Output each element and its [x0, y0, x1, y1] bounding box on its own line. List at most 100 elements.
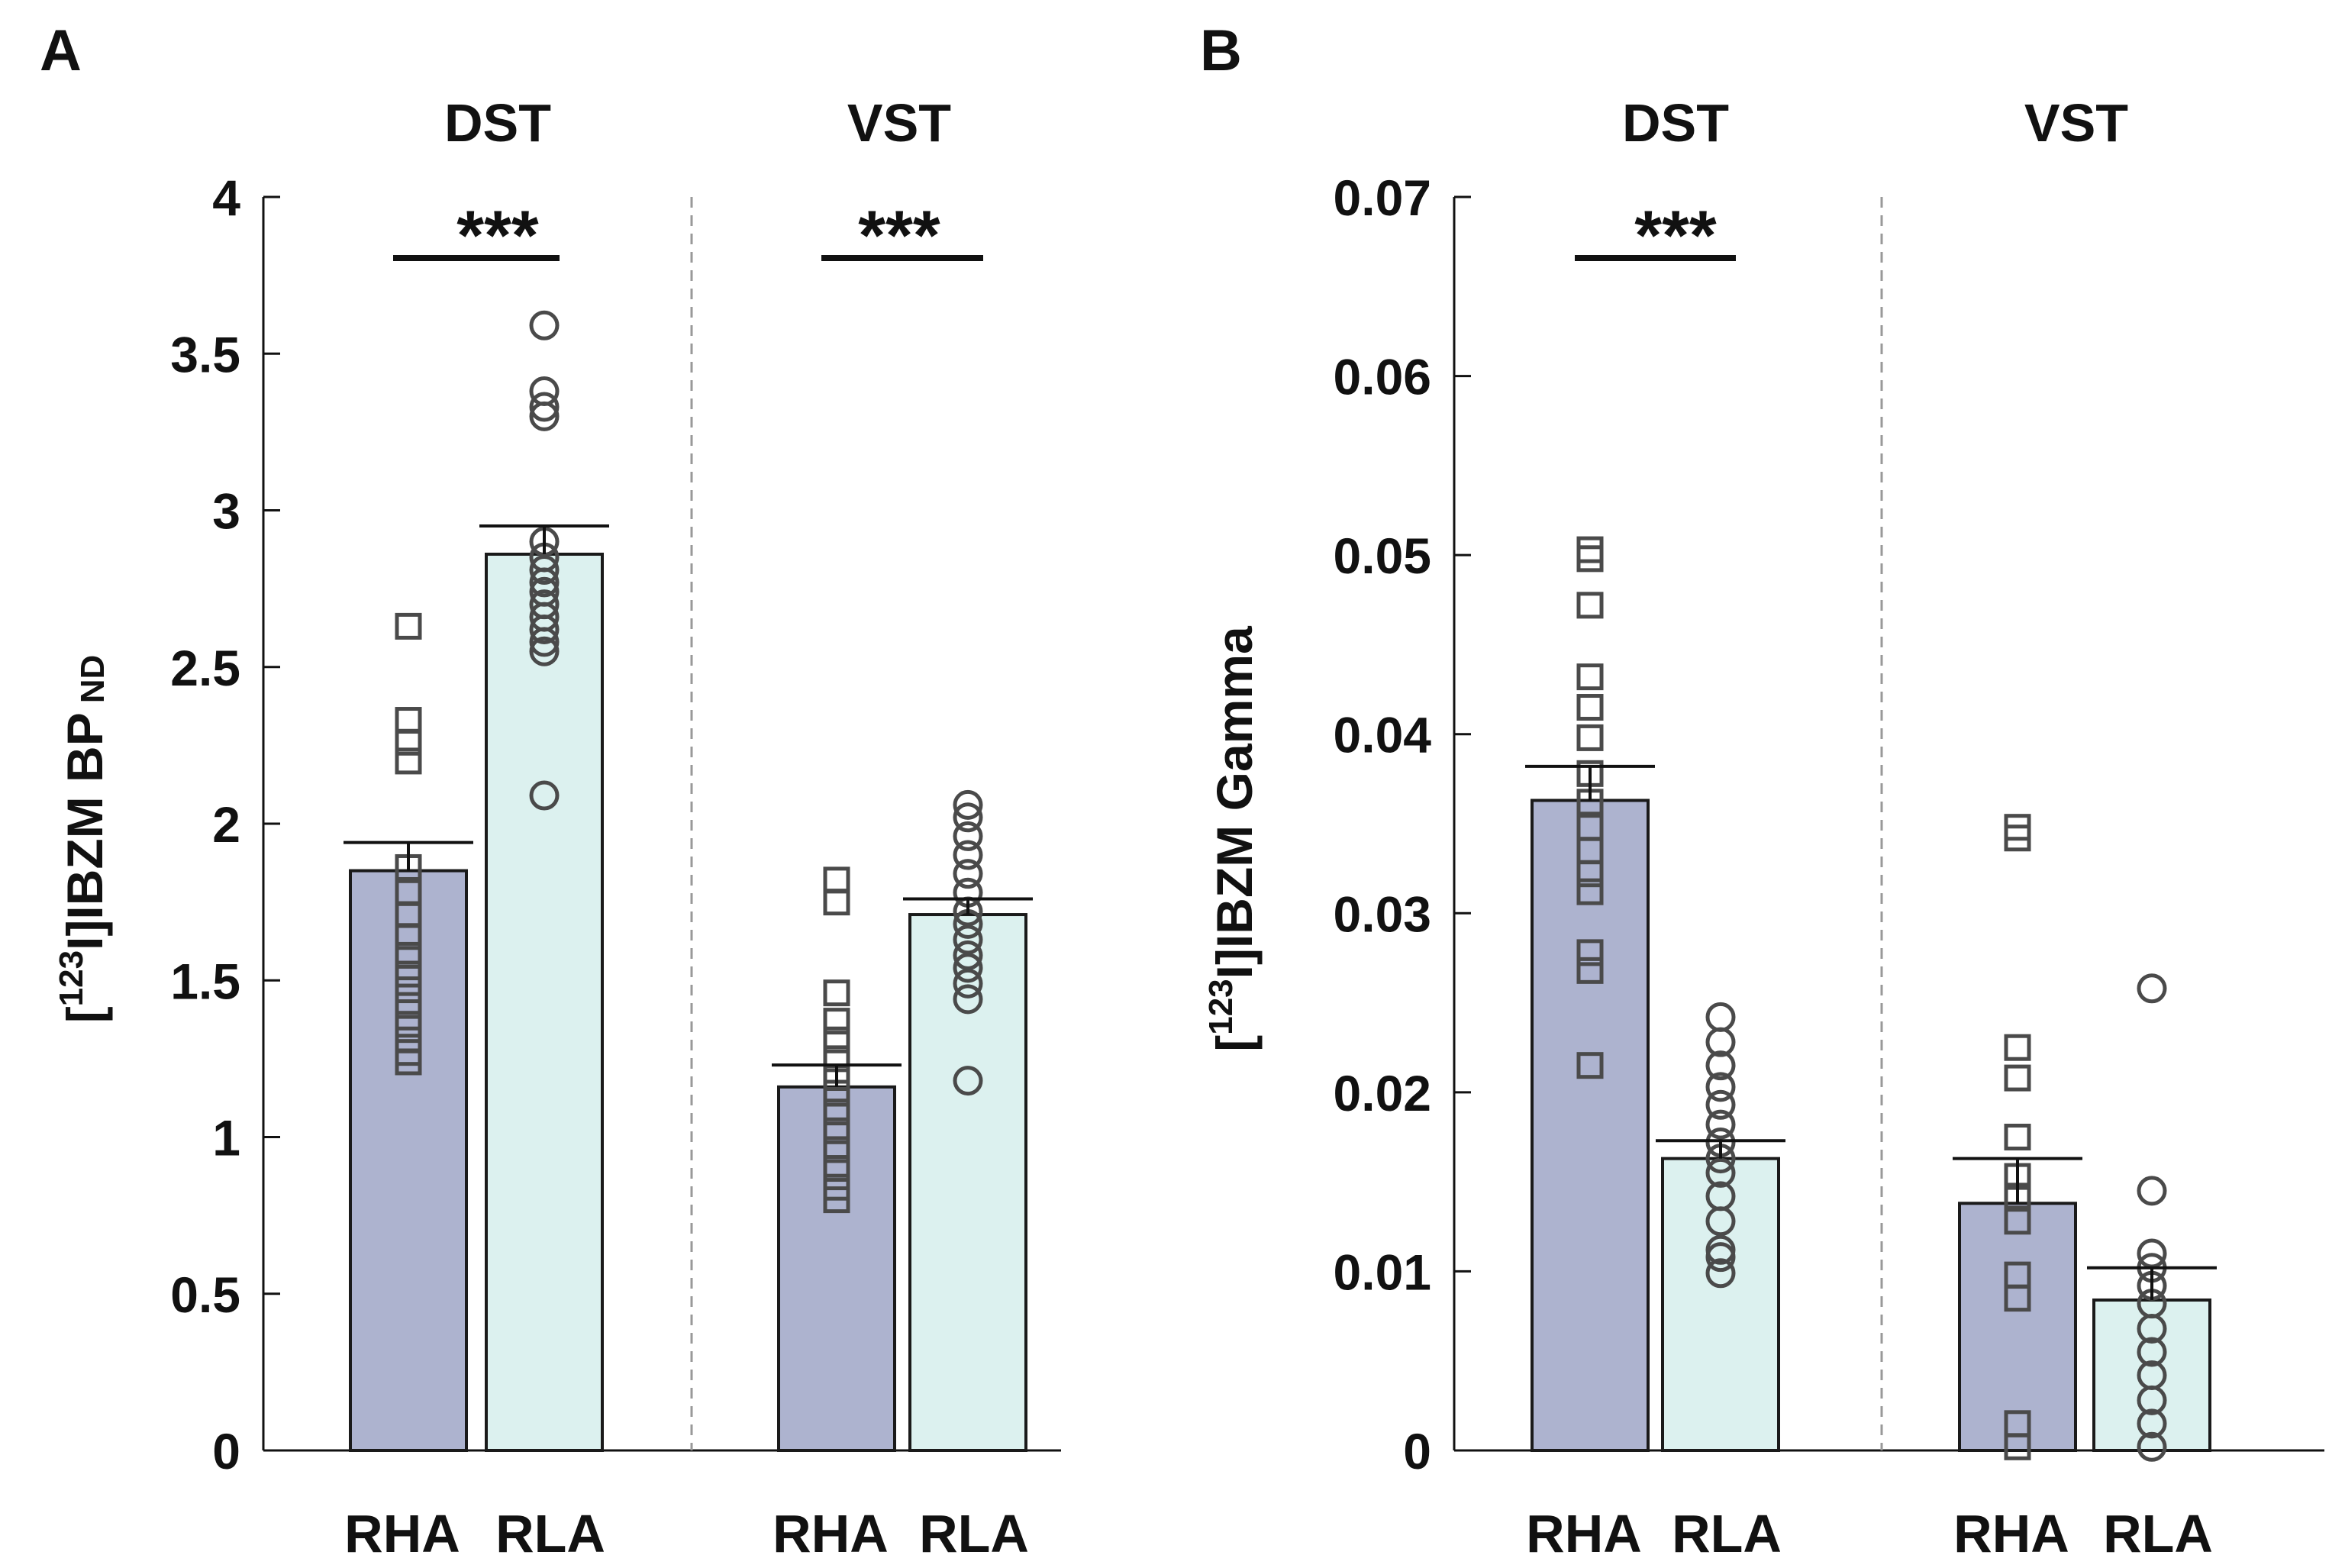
data-point-circle — [2137, 1176, 2167, 1206]
bar-rha — [1531, 799, 1650, 1452]
data-point-square — [2004, 1124, 2031, 1150]
y-tick-label: 1 — [212, 1110, 240, 1166]
data-point-square — [2004, 1410, 2031, 1437]
data-point-square — [1576, 939, 1604, 966]
data-point-circle — [1705, 1234, 1736, 1265]
y-tick-label: 2.5 — [170, 640, 240, 696]
data-point-circle — [2137, 1337, 2167, 1367]
y-tick-label: 4 — [212, 169, 240, 226]
data-point-circle — [529, 376, 560, 407]
data-point-circle — [953, 1066, 983, 1096]
data-point-square — [1576, 814, 1604, 841]
group-title: DST — [1622, 93, 1729, 153]
data-point-square — [823, 979, 850, 1007]
data-point-circle — [2137, 973, 2167, 1004]
data-point-circle — [953, 802, 983, 833]
data-point-circle — [1705, 1050, 1736, 1081]
data-point-square — [395, 1026, 422, 1053]
data-point-circle — [529, 310, 560, 340]
x-category-label: RHA — [1953, 1504, 2069, 1563]
data-point-square — [2004, 1261, 2031, 1289]
data-point-square — [1576, 1052, 1604, 1079]
data-point-circle — [953, 968, 983, 999]
y-tick-label: 1.5 — [170, 953, 240, 1009]
y-tick-label: 0.03 — [1334, 886, 1431, 942]
data-point-circle — [2137, 1360, 2167, 1390]
x-category-label: RLA — [2103, 1504, 2213, 1563]
data-point-square — [823, 866, 850, 894]
y-tick-label: 0.05 — [1334, 528, 1431, 584]
bar-rla — [1661, 1157, 1780, 1452]
group-title: DST — [444, 93, 551, 153]
bar-rha — [1958, 1202, 2077, 1452]
data-point-square — [823, 1117, 850, 1144]
group-title: VST — [2024, 93, 2128, 153]
significance-stars: *** — [456, 197, 539, 275]
bar-rla — [908, 913, 1027, 1453]
data-point-square — [395, 1011, 422, 1038]
data-point-square — [2004, 1208, 2031, 1235]
x-category-label: RLA — [495, 1504, 605, 1563]
group-dst: DST *** RHA RLA — [1525, 93, 1785, 1563]
data-point-square — [395, 992, 422, 1019]
data-point-circle — [1705, 1002, 1736, 1032]
x-category-label: RHA — [773, 1504, 889, 1563]
data-point-circle — [953, 789, 983, 820]
data-point-circle — [1705, 1258, 1736, 1289]
data-point-square — [823, 889, 850, 916]
significance-stars: *** — [1634, 197, 1717, 275]
x-category-label: RHA — [344, 1504, 460, 1563]
data-point-square — [823, 1136, 850, 1163]
data-point-square — [1576, 878, 1604, 905]
data-point-square — [1576, 592, 1604, 619]
y-tick-label: 0.5 — [170, 1266, 240, 1323]
data-point-circle — [529, 589, 560, 620]
data-point-square — [1576, 694, 1604, 721]
data-point-circle — [1705, 1181, 1736, 1211]
data-point-circle — [953, 924, 983, 955]
significance-stars: *** — [858, 197, 940, 275]
bar-rla — [485, 552, 604, 1452]
group-title: VST — [847, 93, 951, 153]
x-category-label: RLA — [919, 1504, 1029, 1563]
y-tick-label: 0 — [1403, 1423, 1431, 1479]
data-point-square — [395, 976, 422, 1004]
x-category-label: RHA — [1526, 1504, 1642, 1563]
bar-rla — [2092, 1298, 2211, 1452]
data-point-circle — [1705, 1157, 1736, 1188]
data-point-circle — [953, 953, 983, 983]
data-point-square — [1576, 536, 1604, 563]
data-point-circle — [529, 392, 560, 422]
data-point-circle — [953, 940, 983, 970]
data-point-circle — [529, 780, 560, 811]
data-point-circle — [953, 984, 983, 1015]
data-point-square — [1576, 724, 1604, 751]
group-vst: VST RHA RLA — [1953, 93, 2217, 1563]
panel-label: A — [40, 18, 82, 83]
data-point-square — [1576, 545, 1604, 573]
y-tick-label: 0.07 — [1334, 169, 1431, 226]
group-dst: DST *** RHA RLA — [344, 93, 609, 1563]
data-point-circle — [1705, 1109, 1736, 1140]
data-point-circle — [1705, 1072, 1736, 1102]
y-tick-label: 3.5 — [170, 326, 240, 382]
data-point-circle — [953, 840, 983, 870]
data-point-square — [395, 612, 422, 640]
data-point-square — [395, 707, 422, 734]
panel-label: B — [1200, 18, 1242, 83]
data-point-square — [823, 1099, 850, 1126]
data-point-circle — [1705, 1089, 1736, 1120]
group-vst: VST *** RHA RLA — [772, 93, 1033, 1563]
y-tick-label: 2 — [212, 796, 240, 853]
data-point-square — [395, 941, 422, 969]
data-point-square — [2004, 1034, 2031, 1061]
y-tick-label: 0.06 — [1334, 349, 1431, 405]
data-point-circle — [529, 554, 560, 585]
data-point-square — [823, 1008, 850, 1035]
data-point-circle — [953, 821, 983, 851]
y-axis-title: [123I]IBZM Gamma — [1202, 625, 1263, 1052]
data-point-square — [823, 1173, 850, 1201]
data-point-square — [395, 960, 422, 988]
data-point-circle — [529, 576, 560, 607]
